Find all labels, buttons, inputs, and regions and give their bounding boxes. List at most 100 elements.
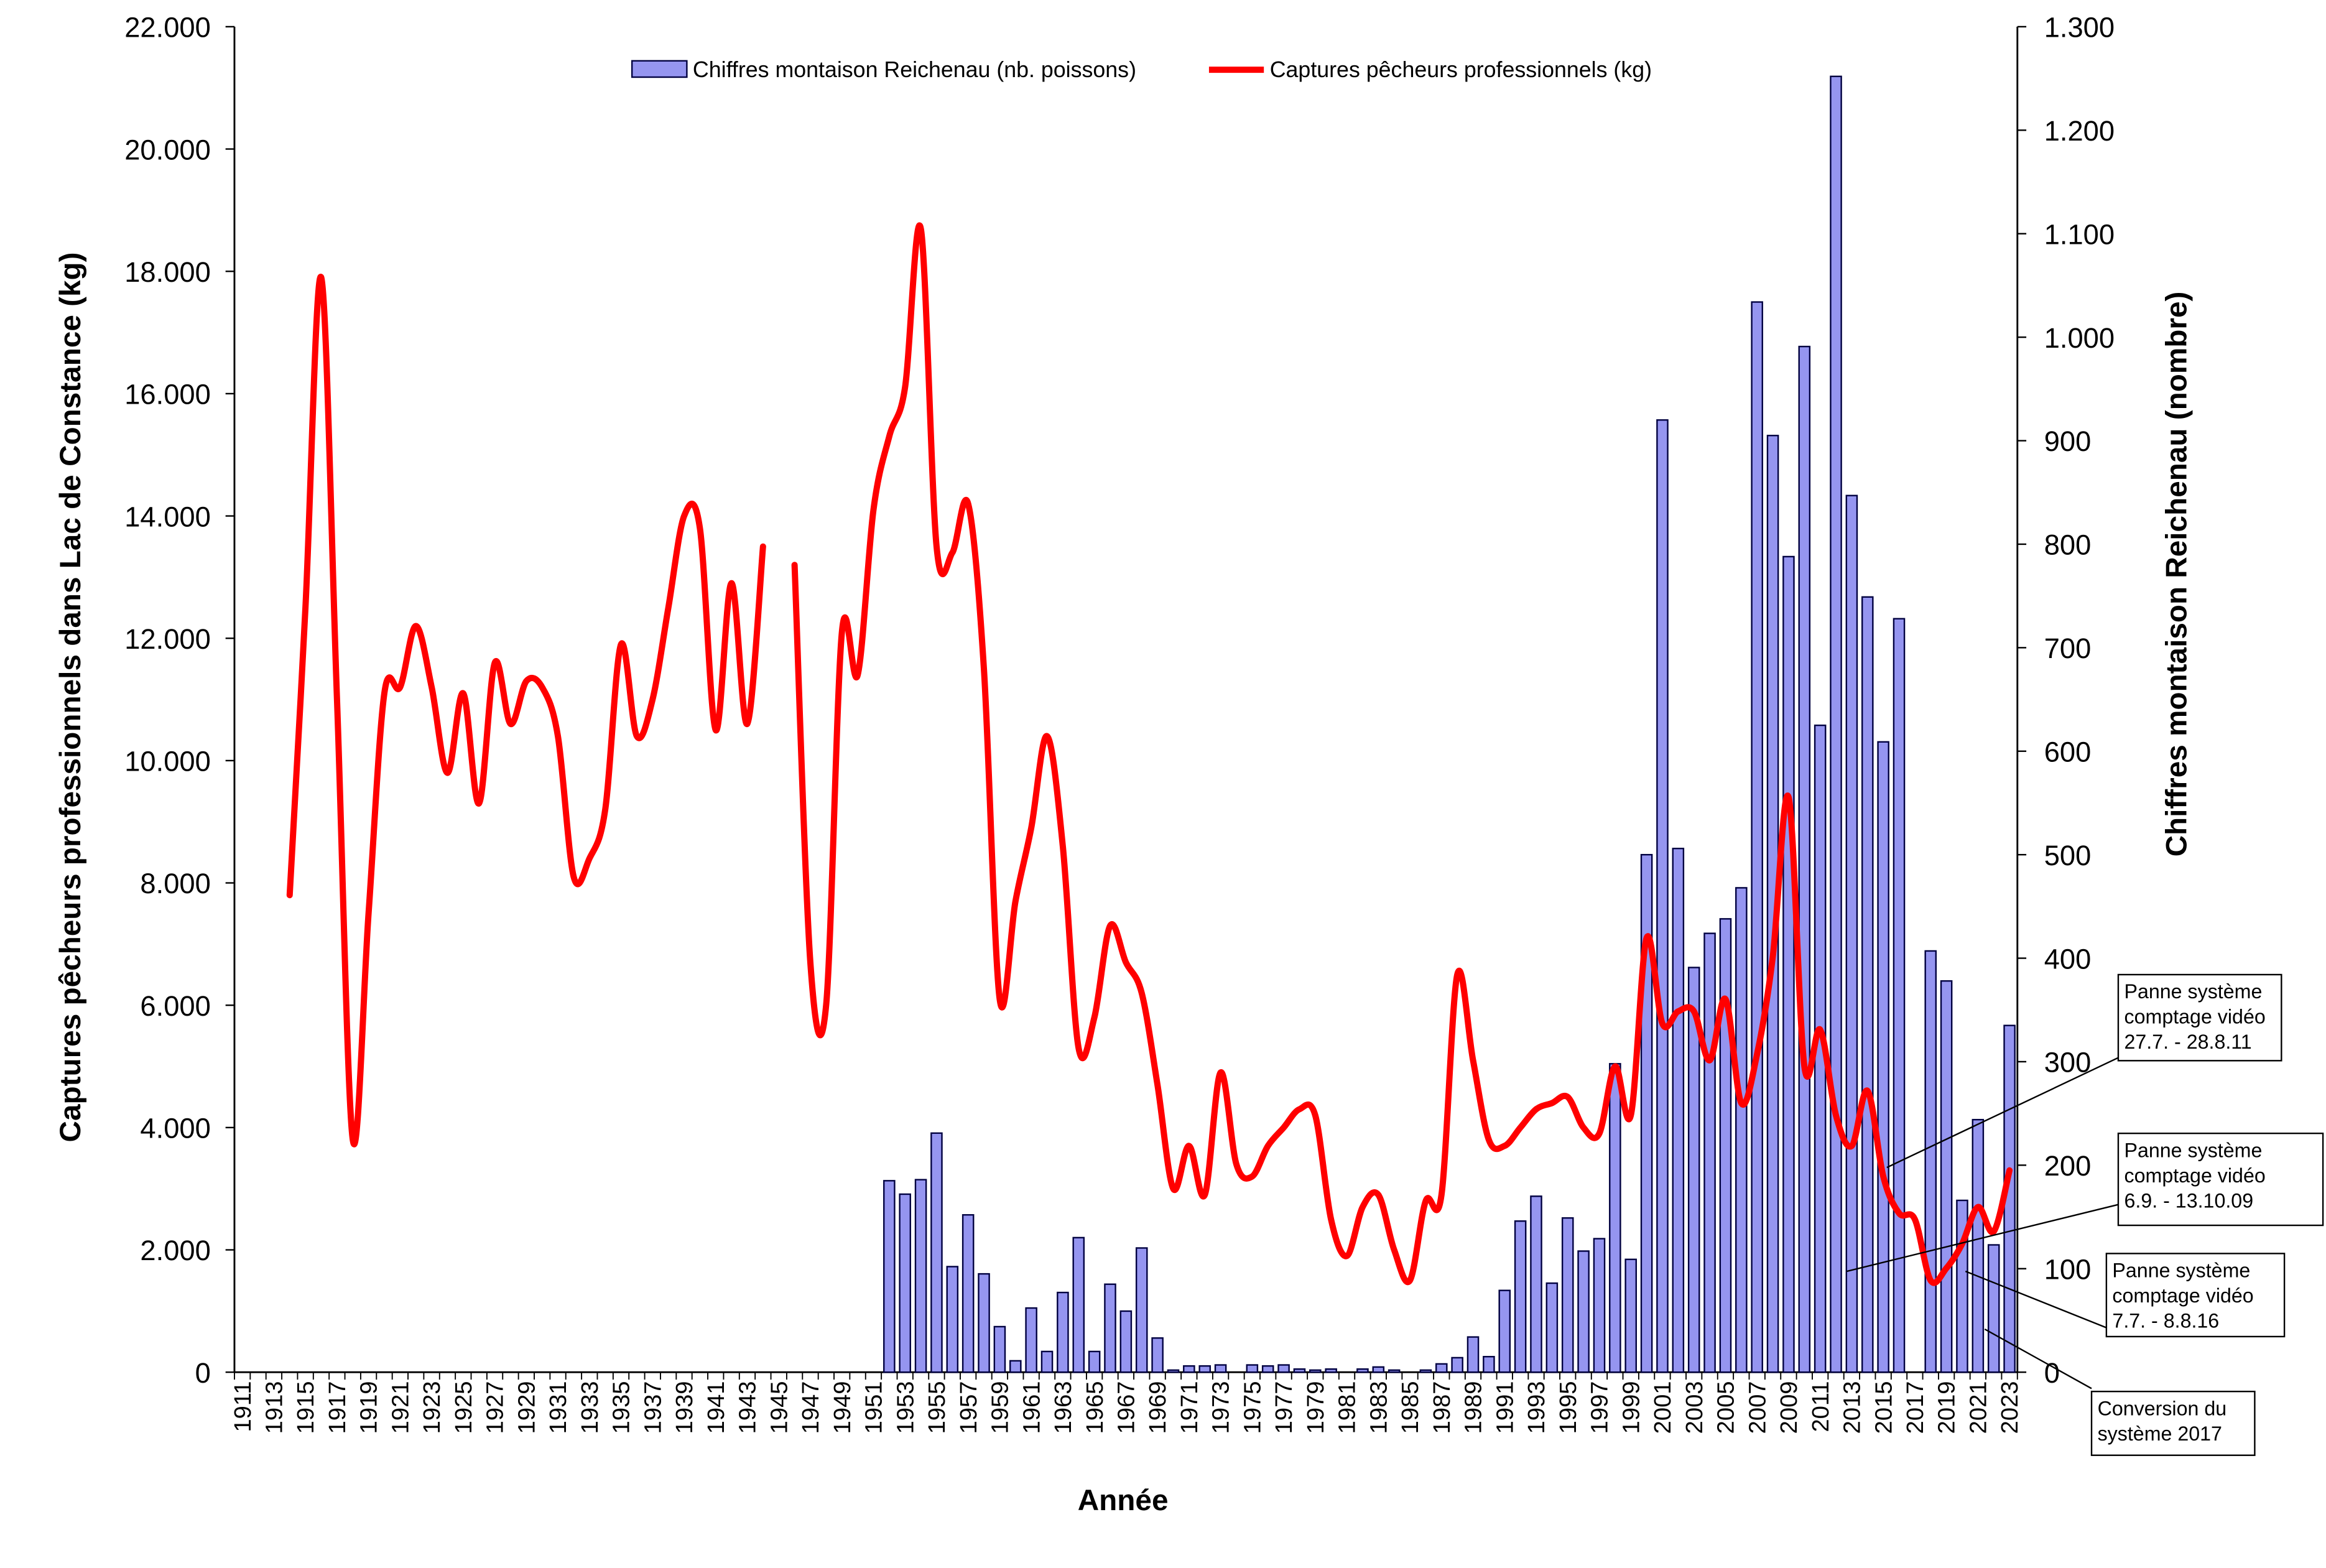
annotation-text: Panne système [2124,1139,2263,1161]
bar [1845,494,1858,1373]
x-tick-label: 1977 [1271,1381,1297,1434]
bar [946,1266,959,1373]
bar [1325,1368,1337,1373]
annotation-box [2090,1390,2256,1456]
bar [1388,1369,1401,1373]
y-tick-label: 6.000 [140,990,210,1022]
x-tick-label: 1993 [1523,1381,1550,1434]
x-tick-label: 1967 [1113,1381,1139,1434]
bar [899,1193,911,1373]
y2-axis-title: Chiffres montaison Reichenau (nombre) [2161,292,2194,857]
x-tick-label: 2005 [1713,1381,1740,1434]
bar [1483,1356,1495,1373]
legend-label: Chiffres montaison Reichenau (nb. poisso… [693,57,1136,82]
annotation-leader [1886,1057,2119,1169]
bar [1151,1337,1164,1373]
x-tick-label: 1939 [671,1381,698,1434]
y2-tick-label: 400 [2044,943,2092,975]
y-tick-label: 20.000 [124,134,211,165]
bar [1466,1336,1480,1373]
x-tick-label: 1957 [955,1381,982,1434]
x-tick-label: 1943 [734,1381,761,1434]
x-tick-label: 2003 [1681,1381,1708,1434]
bar [1798,345,1811,1373]
x-tick-label: 1921 [387,1381,414,1434]
x-tick-label: 1949 [829,1381,856,1434]
x-tick-label: 1965 [1082,1381,1108,1434]
bar [1530,1195,1542,1373]
bar [1309,1369,1322,1373]
x-tick-label: 2023 [1996,1381,2023,1434]
y2-tick-label: 1.300 [2044,12,2115,44]
x-tick-label: 1919 [356,1381,382,1434]
x-tick-label: 1997 [1587,1381,1613,1434]
bar [1561,1217,1574,1373]
y-tick-label: 8.000 [140,868,210,899]
bar [1356,1368,1369,1373]
bar [1672,847,1685,1373]
y-tick-label: 18.000 [124,256,211,288]
y2-tick-label: 1.000 [2044,322,2115,354]
x-tick-label: 2013 [1839,1381,1866,1434]
bar [1277,1364,1290,1373]
x-tick-label: 2007 [1744,1381,1771,1434]
annotation-text: 7.7. - 8.8.16 [2112,1310,2219,1332]
y2-tick-label: 500 [2044,840,2092,871]
bar [1451,1357,1463,1373]
x-tick-label: 1973 [1208,1381,1235,1434]
x-tick-label: 1983 [1365,1381,1392,1434]
x-tick-label: 1995 [1555,1381,1582,1434]
x-tick-label: 1933 [577,1381,603,1434]
x-tick-label: 1935 [608,1381,635,1434]
y-axis-title: Captures pêcheurs professionnels dans La… [54,252,87,1142]
y-tick-label: 16.000 [124,379,211,411]
x-tick-label: 1975 [1239,1381,1266,1434]
bar [1719,918,1732,1373]
bar [1009,1360,1022,1373]
x-tick-label: 1947 [797,1381,824,1434]
bar [961,1214,975,1373]
x-tick-label: 2011 [1807,1381,1834,1432]
bar [1703,932,1716,1373]
y-tick-label: 0 [195,1357,211,1389]
bar [1830,75,1842,1373]
annotation-text: comptage vidéo [2112,1284,2253,1307]
bar [1545,1282,1559,1373]
bar [1782,555,1795,1373]
bar [1261,1365,1274,1373]
annotation-box [2117,1132,2324,1227]
annotation-leader [1984,1328,2092,1389]
line [791,222,2013,1286]
x-tick-label: 1981 [1334,1381,1361,1434]
x-tick-label: 1987 [1429,1381,1455,1434]
bar [1609,1063,1621,1373]
x-tick-label: 1963 [1050,1381,1077,1434]
bar [1088,1350,1101,1373]
x-tick-label: 1913 [261,1381,288,1434]
y2-tick-label: 1.100 [2044,218,2115,250]
bar [1735,887,1748,1373]
bar [1987,1244,2000,1373]
y-tick-label: 4.000 [140,1113,210,1144]
y2-tick-label: 600 [2044,736,2092,768]
bar [1183,1365,1195,1373]
line [286,274,766,1148]
bar [978,1273,990,1373]
x-tick-label: 1991 [1491,1381,1518,1434]
bar [1135,1247,1148,1373]
bar [1640,853,1653,1373]
y2-tick-label: 800 [2044,529,2092,561]
y-tick-label: 2.000 [140,1235,210,1266]
x-tick-label: 1917 [324,1381,351,1434]
annotation-leader [1846,1204,2119,1273]
x-tick-label: 2019 [1934,1381,1960,1434]
bar [1419,1369,1432,1373]
bar [1119,1310,1133,1373]
annotation-box [2105,1253,2286,1338]
annotation-box [2117,973,2282,1062]
x-tick-label: 1971 [1176,1381,1203,1434]
bar [1972,1118,1985,1373]
x-axis-title: Année [1078,1484,1169,1517]
